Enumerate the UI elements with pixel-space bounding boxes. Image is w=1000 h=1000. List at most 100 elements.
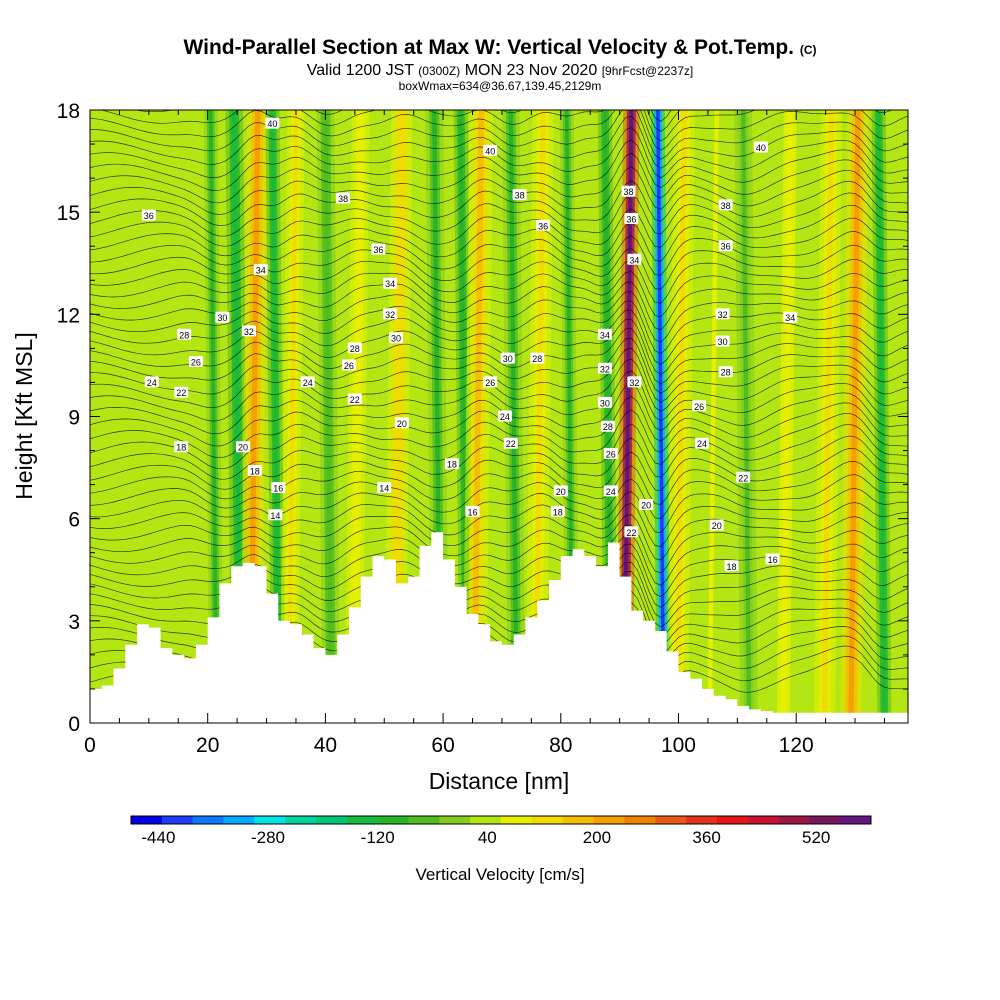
- contour-label-box: [639, 499, 654, 510]
- contour-label-box: [715, 335, 730, 347]
- contour-label: 24: [695, 437, 709, 449]
- y-tick-label: 15: [57, 202, 80, 225]
- contour-label: 20: [236, 441, 250, 453]
- velocity-band: [351, 110, 363, 723]
- contour-label-text: 34: [600, 330, 610, 340]
- isentrope-line: [90, 534, 908, 586]
- contour-label: 38: [621, 185, 636, 197]
- contour-label: 18: [550, 505, 565, 517]
- contour-label-text: 38: [338, 194, 348, 204]
- isentrope-line: [90, 127, 908, 179]
- contour-label: 32: [597, 362, 612, 374]
- contour-label: 18: [174, 441, 189, 453]
- valid-date: MON 23 Nov 2020: [464, 62, 598, 79]
- contour-label-box: [553, 485, 568, 497]
- colorbar-tick-label: 200: [583, 828, 611, 847]
- velocity-band: [821, 110, 835, 723]
- contour-label-text: 20: [641, 501, 651, 511]
- contour-label-box: [341, 359, 356, 371]
- contour-label-text: 32: [385, 310, 395, 320]
- contour-label-box: [765, 553, 780, 565]
- contour-label: 28: [530, 352, 545, 364]
- colorbar-swatch: [439, 816, 471, 824]
- contour-label-text: 28: [532, 354, 542, 364]
- contour-label-text: 26: [485, 378, 495, 388]
- contour-label-text: 36: [721, 242, 731, 252]
- velocity-band: [270, 110, 281, 723]
- isentrope-line: [90, 115, 908, 169]
- terrain: [90, 532, 908, 723]
- contour-label-box: [783, 311, 798, 323]
- velocity-band: [656, 110, 666, 723]
- contour-label-text: 22: [350, 395, 360, 405]
- contour-label-box: [465, 505, 480, 517]
- contour-label: 30: [215, 311, 230, 323]
- x-tick-label: 40: [314, 734, 337, 757]
- contour-label: 38: [718, 199, 733, 211]
- contour-label-box: [377, 482, 392, 493]
- contour-label-box: [444, 458, 459, 470]
- colorbar-swatch: [223, 816, 255, 824]
- contour-label: 36: [141, 209, 156, 221]
- contour-label-text: 26: [694, 402, 704, 412]
- isentrope-line: [90, 448, 908, 492]
- y-tick-label: 6: [68, 509, 80, 532]
- contour-label-box: [371, 243, 386, 255]
- isentrope-line: [90, 258, 908, 304]
- colorbar-swatch: [285, 816, 317, 824]
- contour-label-box: [597, 328, 612, 340]
- contour-label-box: [503, 437, 518, 449]
- contour-label-box: [500, 352, 515, 364]
- contour-label-box: [597, 362, 612, 374]
- contour-label: 28: [347, 342, 362, 354]
- contour-label-text: 30: [217, 313, 227, 323]
- contour-label-text: 34: [629, 255, 639, 265]
- contour-label-text: 26: [344, 361, 354, 371]
- contour-label: 34: [253, 264, 268, 276]
- isentrope-line: [90, 552, 908, 608]
- valid-line: Valid 1200 JST (0300Z) MON 23 Nov 2020 […: [0, 62, 1000, 80]
- contour-label-box: [536, 219, 551, 231]
- contour-label-box: [271, 482, 286, 493]
- contour-label-text: 34: [385, 279, 395, 289]
- colorbar-swatch: [747, 816, 779, 824]
- colorbar-swatch: [562, 816, 594, 824]
- contour-label-box: [600, 420, 615, 432]
- contour-label-text: 34: [785, 313, 795, 323]
- contour-label: 24: [497, 410, 512, 422]
- contour-label: 18: [247, 465, 262, 477]
- contour-label-text: 14: [270, 511, 280, 521]
- contour-label: 26: [188, 356, 203, 368]
- isentrope-line: [90, 300, 908, 355]
- colorbar-swatch: [254, 816, 286, 824]
- contour-label: 26: [603, 448, 618, 460]
- contour-label-text: 32: [718, 310, 728, 320]
- contour-label-box: [715, 308, 730, 320]
- isentrope-line: [90, 110, 908, 160]
- isentrope-line: [90, 281, 908, 331]
- contour-label-text: 32: [629, 378, 639, 388]
- contour-label-box: [624, 213, 639, 224]
- y-tick-label: 12: [57, 304, 80, 327]
- isentrope-line: [90, 370, 908, 422]
- contour-label-text: 22: [626, 528, 636, 538]
- contour-label: 18: [724, 560, 739, 572]
- contour-label-box: [336, 192, 351, 204]
- contour-label: 22: [174, 386, 189, 398]
- contour-label-box: [512, 189, 527, 201]
- contour-label-text: 22: [506, 439, 516, 449]
- x-tick-label: 80: [549, 734, 572, 757]
- contour-label: 32: [715, 308, 730, 320]
- y-tick-label: 0: [68, 713, 80, 736]
- contour-label: 30: [389, 332, 403, 344]
- colorbar-swatch: [655, 816, 687, 824]
- colorbar-tick-label: -280: [251, 828, 285, 847]
- contour-label-text: 28: [721, 368, 731, 378]
- contour-label-box: [709, 519, 724, 531]
- contour-label-box: [624, 526, 639, 538]
- contour-label-text: 30: [600, 398, 610, 408]
- contour-label-text: 34: [256, 266, 266, 276]
- isentrope-line: [90, 358, 908, 412]
- contour-label-text: 24: [697, 439, 707, 449]
